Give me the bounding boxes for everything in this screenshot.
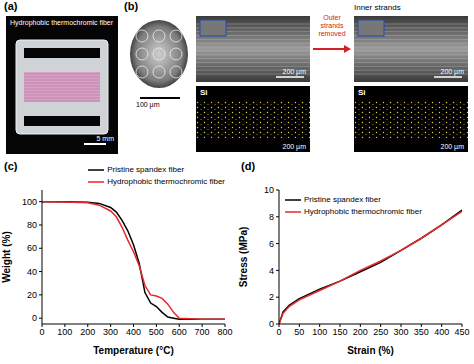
svg-text:350: 350 xyxy=(414,327,429,337)
svg-text:200: 200 xyxy=(80,327,95,337)
html-text:200 µm: 200 µm xyxy=(440,143,464,150)
svg-text:80: 80 xyxy=(27,220,37,230)
svg-text:50: 50 xyxy=(294,327,304,337)
svg-text:450: 450 xyxy=(454,327,469,337)
svg-text:150: 150 xyxy=(332,327,347,337)
svg-text:Strain (%): Strain (%) xyxy=(347,345,394,356)
html-text:Inner strands: Inner strands xyxy=(354,3,401,12)
svg-text:100: 100 xyxy=(57,327,72,337)
svg-text:500: 500 xyxy=(149,327,164,337)
svg-text:0: 0 xyxy=(269,319,274,329)
html-text:(a): (a) xyxy=(4,0,18,12)
html-text:(d): (d) xyxy=(241,160,255,172)
svg-text:0: 0 xyxy=(276,327,281,337)
html-text:100 µm: 100 µm xyxy=(136,101,160,108)
svg-text:10: 10 xyxy=(264,185,274,195)
html-text:200 µm: 200 µm xyxy=(440,68,464,75)
html-text:200 µm: 200 µm xyxy=(282,68,306,75)
svg-text:400: 400 xyxy=(434,327,449,337)
svg-text:6: 6 xyxy=(269,239,274,249)
svg-text:250: 250 xyxy=(373,327,388,337)
svg-text:8: 8 xyxy=(269,212,274,222)
html-text:Outer strands removed: Outer strands removed xyxy=(318,14,346,37)
svg-text:800: 800 xyxy=(217,327,232,337)
svg-text:300: 300 xyxy=(393,327,408,337)
html-text:200 µm: 200 µm xyxy=(282,143,306,150)
svg-text:0: 0 xyxy=(39,327,44,337)
html-text:Pristine spandex fiber: Pristine spandex fiber xyxy=(107,165,185,174)
svg-text:700: 700 xyxy=(195,327,210,337)
html-text:(b): (b) xyxy=(124,0,138,12)
html-text:(c): (c) xyxy=(4,160,18,172)
html-text:Hydrophobic thermochromic fibe: Hydrophobic thermochromic fiber xyxy=(304,207,422,216)
html-text:Si: Si xyxy=(200,88,208,97)
html-text:Hydrophobic thermochromic fibe: Hydrophobic thermochromic fiber xyxy=(10,19,114,26)
svg-text:Weight (%): Weight (%) xyxy=(1,231,12,282)
svg-text:Temperature (°C): Temperature (°C) xyxy=(93,345,174,356)
svg-text:4: 4 xyxy=(269,266,274,276)
html-text:Si: Si xyxy=(358,88,366,97)
svg-text:0: 0 xyxy=(32,313,37,323)
html-text:Hydrophobic thermochromic fibe: Hydrophobic thermochromic fiber xyxy=(107,177,225,186)
svg-text:20: 20 xyxy=(27,290,37,300)
svg-text:200: 200 xyxy=(353,327,368,337)
svg-text:400: 400 xyxy=(126,327,141,337)
svg-text:100: 100 xyxy=(22,197,37,207)
svg-text:40: 40 xyxy=(27,267,37,277)
svg-text:Stress (MPa): Stress (MPa) xyxy=(238,227,249,288)
html-text:Pristine spandex fiber: Pristine spandex fiber xyxy=(304,195,381,204)
svg-text:100: 100 xyxy=(312,327,327,337)
svg-text:2: 2 xyxy=(269,292,274,302)
svg-text:600: 600 xyxy=(172,327,187,337)
svg-text:300: 300 xyxy=(103,327,118,337)
html-text:5 mm: 5 mm xyxy=(96,135,114,142)
svg-text:60: 60 xyxy=(27,243,37,253)
